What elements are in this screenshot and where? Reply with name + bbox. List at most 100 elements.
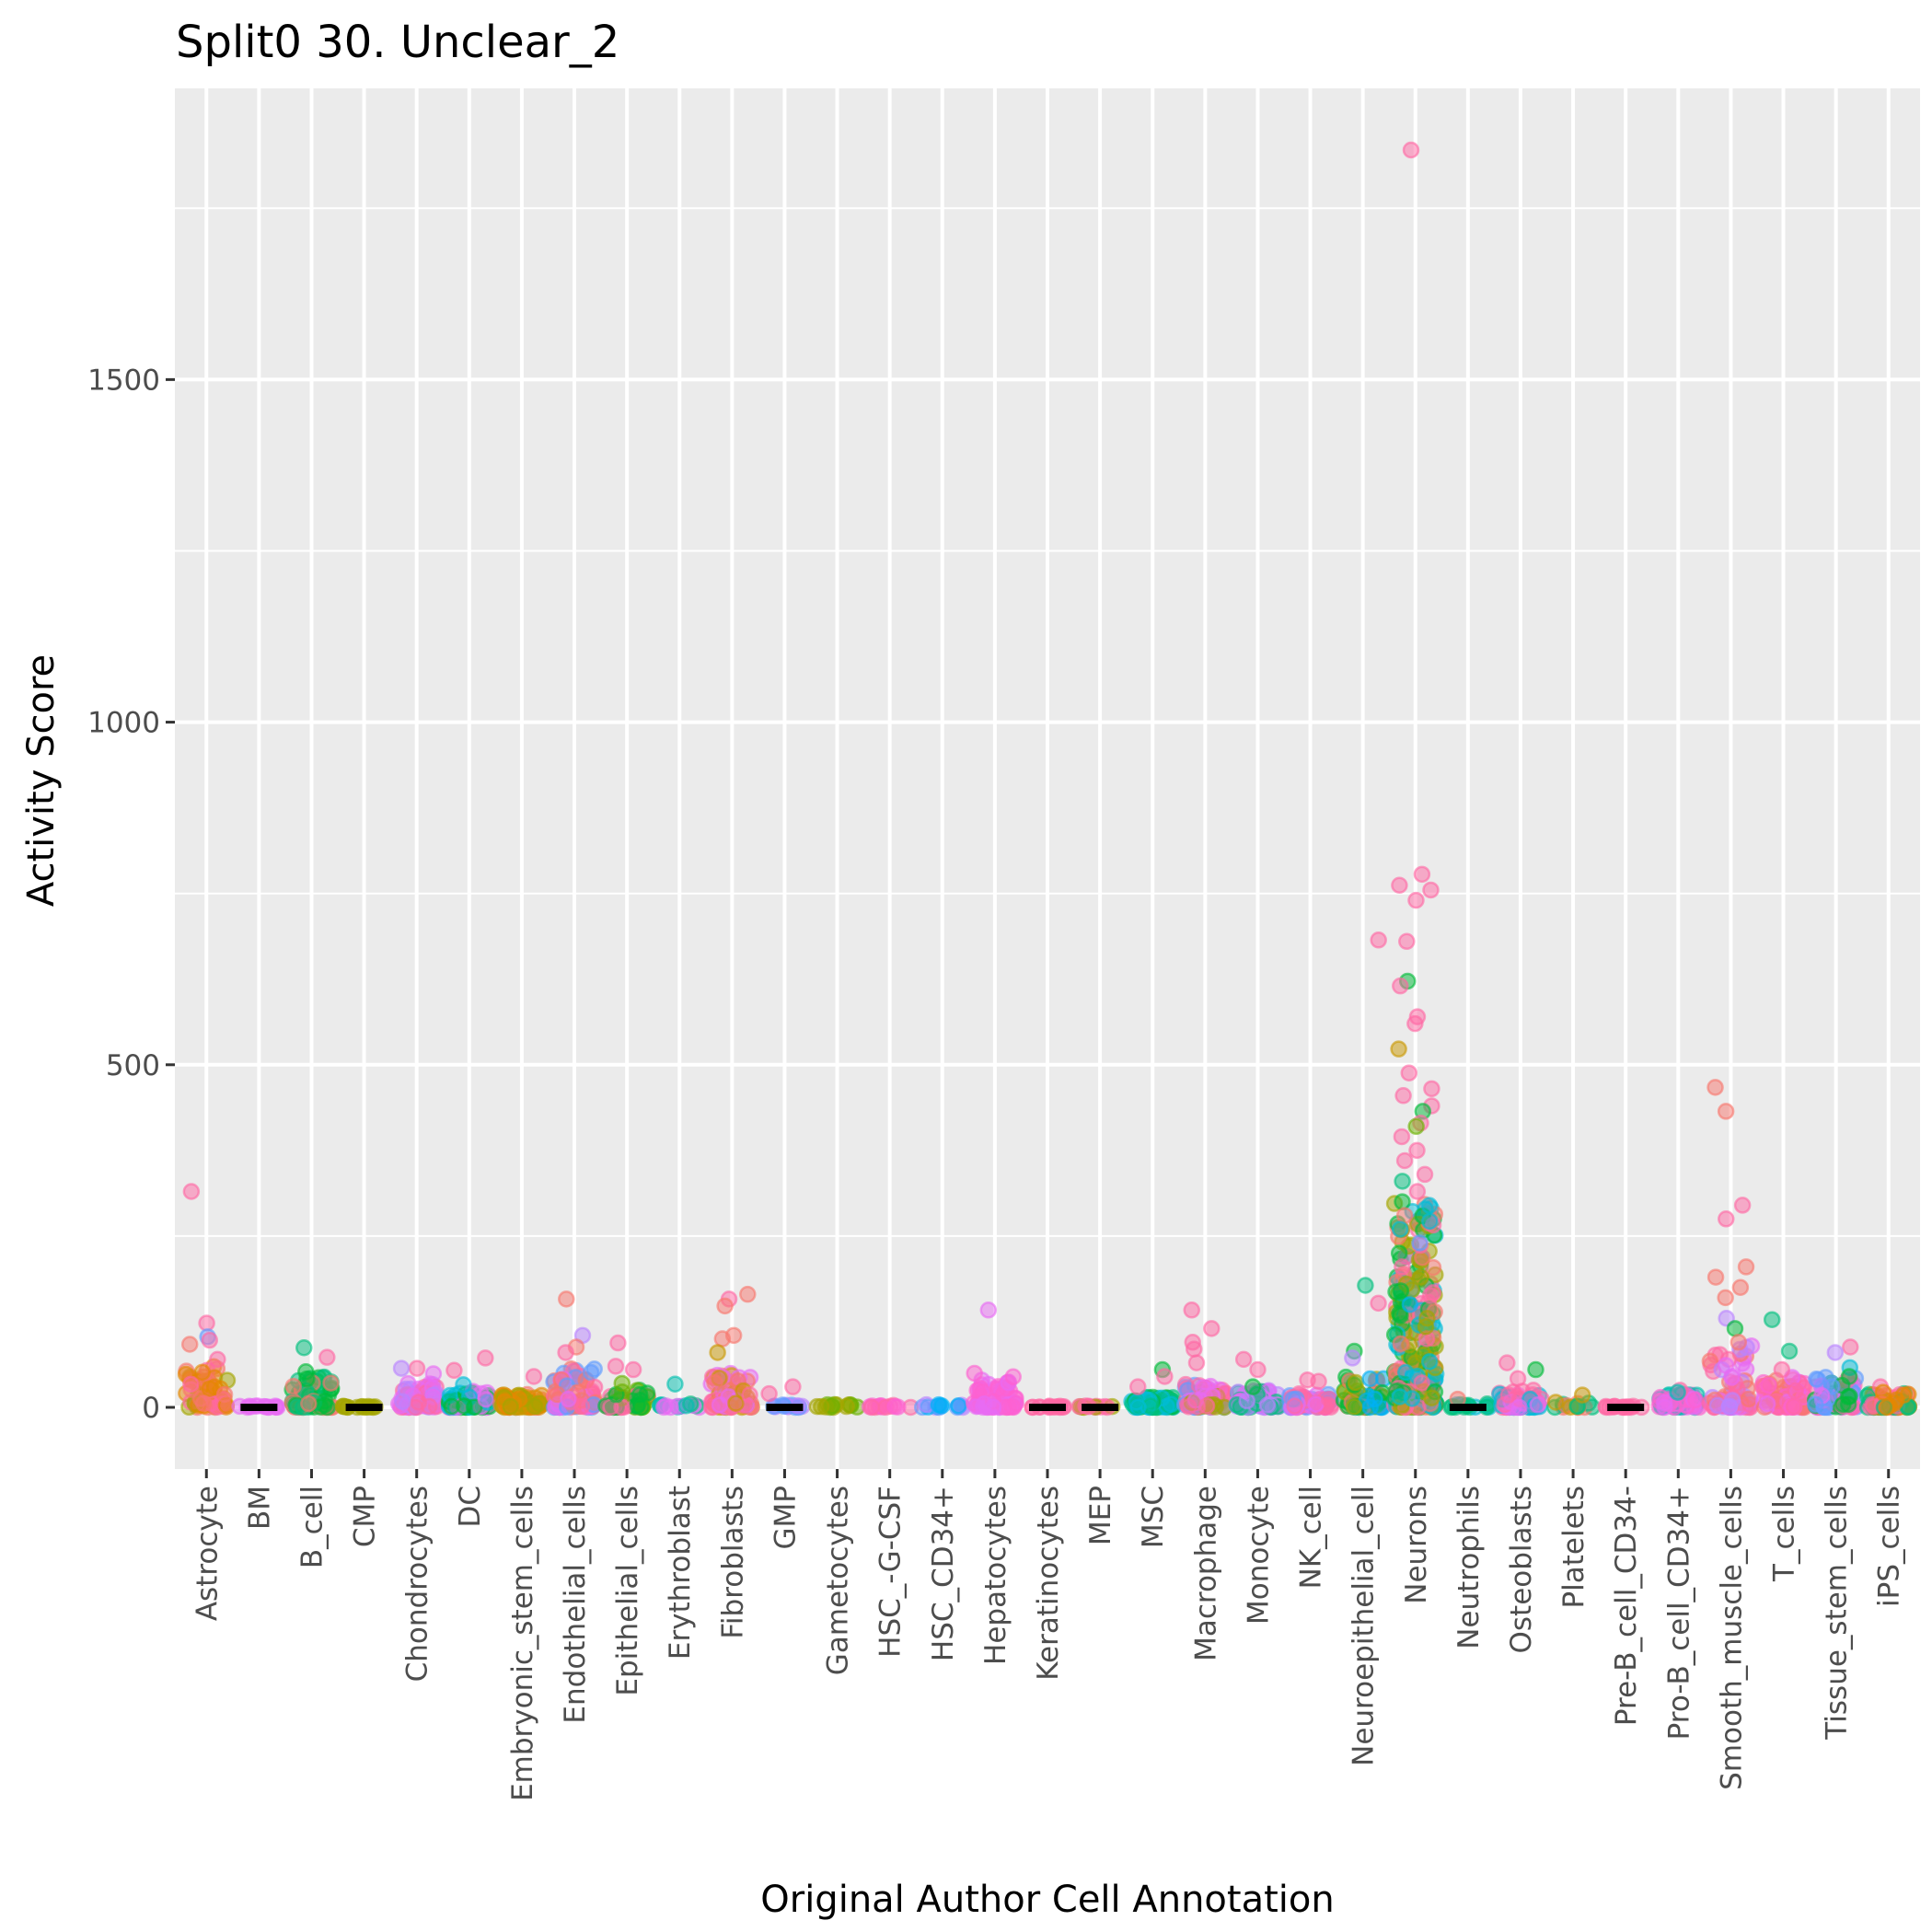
data-points [177,141,1918,1417]
data-point [194,1394,213,1412]
data-point [1392,1282,1410,1300]
x-tick-label: HSC_CD34+ [927,1486,960,1661]
x-tick-label: Gametocytes [822,1486,855,1675]
data-point [1806,1395,1824,1413]
data-point [1390,1040,1407,1058]
data-point [560,1390,577,1408]
data-point [1392,977,1409,995]
data-point [1370,1294,1387,1313]
data-point [984,1398,1002,1417]
x-tick-label: Epithelial_cells [611,1486,644,1696]
data-point [1423,1080,1440,1098]
data-point [193,1363,212,1382]
data-point [1547,1394,1565,1411]
data-point [1197,1397,1216,1415]
x-tick-label: Tissue_stem_cells [1821,1486,1854,1741]
data-point [1723,1392,1741,1409]
data-point [1244,1378,1262,1395]
data-point [1686,1391,1705,1409]
data-point [318,1348,336,1366]
x-tick-label: Embryonic_stem_cells [506,1486,539,1801]
data-point [1357,1277,1374,1294]
data-point [585,1378,604,1396]
data-point [1787,1382,1804,1400]
data-point [455,1397,473,1415]
data-point [1408,1183,1427,1200]
data-point [706,1374,723,1392]
data-point [979,1301,998,1319]
x-tick-label: Neurons [1400,1486,1433,1604]
data-point [455,1376,472,1394]
data-point [1411,1234,1429,1252]
data-point [215,1385,234,1404]
data-point [1391,1304,1408,1323]
data-point [1344,1349,1361,1367]
x-tick-label: T_cells [1768,1486,1801,1582]
data-point [1391,876,1408,895]
data-point [1249,1360,1267,1379]
x-tick-label: Endothelial_cells [559,1486,592,1724]
data-point [1258,1396,1277,1414]
data-point [1320,1390,1338,1408]
data-point [1420,1197,1439,1214]
x-tick-label: Osteoblasts [1505,1486,1538,1654]
data-point [1187,1354,1206,1371]
data-point [1737,1258,1755,1276]
y-tick-label: 1500 [87,364,160,397]
data-point [201,1331,219,1349]
data-point [1234,1350,1253,1369]
data-point [1826,1344,1845,1361]
x-tick-label: Pro-B_cell_CD34+ [1662,1486,1695,1740]
data-point [632,1398,650,1417]
data-point [1726,1320,1744,1337]
median-marker [1607,1404,1645,1412]
data-point [1392,1335,1409,1353]
data-point [1740,1390,1758,1408]
data-point [182,1375,200,1394]
median-marker [1449,1404,1487,1412]
data-point [1669,1383,1686,1401]
data-point [1894,1386,1913,1404]
data-point [1842,1338,1859,1356]
data-point [1391,1388,1409,1406]
median-marker [345,1404,383,1412]
x-tick-label: Keratinocytes [1032,1486,1065,1681]
x-tick-label: Macrophage [1189,1486,1222,1661]
data-point [932,1397,951,1415]
data-point [1361,1370,1379,1388]
data-point [1395,1151,1414,1170]
x-tick-label: Erythroblast [664,1486,697,1660]
data-point [1420,1353,1439,1371]
data-point [1408,1141,1426,1160]
data-point [1878,1398,1896,1417]
data-point [1007,1394,1024,1412]
data-point [1186,1340,1203,1358]
x-tick-label: NK_cell [1295,1486,1328,1589]
data-point [1391,1221,1409,1238]
data-point [392,1359,411,1377]
x-tick-label: Fibroblasts [716,1486,749,1639]
data-point [1509,1370,1527,1387]
data-point [889,1398,907,1416]
data-point [1418,1309,1436,1327]
x-tick-label: Neuroepithelial_cell [1348,1486,1381,1766]
data-point [607,1358,625,1375]
data-point [1183,1301,1200,1319]
data-point [1785,1397,1803,1416]
x-axis: Astrocyte BM B_cell CMP Chondrocytes DC Embryo… [191,1469,1906,1801]
data-point [1527,1360,1544,1379]
x-tick-label: iPS_cells [1873,1486,1906,1607]
data-point [1162,1395,1180,1413]
data-point [760,1384,778,1403]
data-point [526,1397,544,1416]
data-point [1780,1342,1799,1360]
x-tick-label: MEP [1084,1486,1117,1545]
data-point [209,1350,226,1369]
data-point [322,1374,340,1392]
data-point [1723,1369,1741,1386]
data-point [408,1359,426,1377]
data-point [1498,1354,1516,1371]
x-tick-label: Pre-B_cell_CD34- [1610,1486,1643,1726]
data-point [1421,1212,1439,1231]
data-point [1129,1398,1147,1417]
